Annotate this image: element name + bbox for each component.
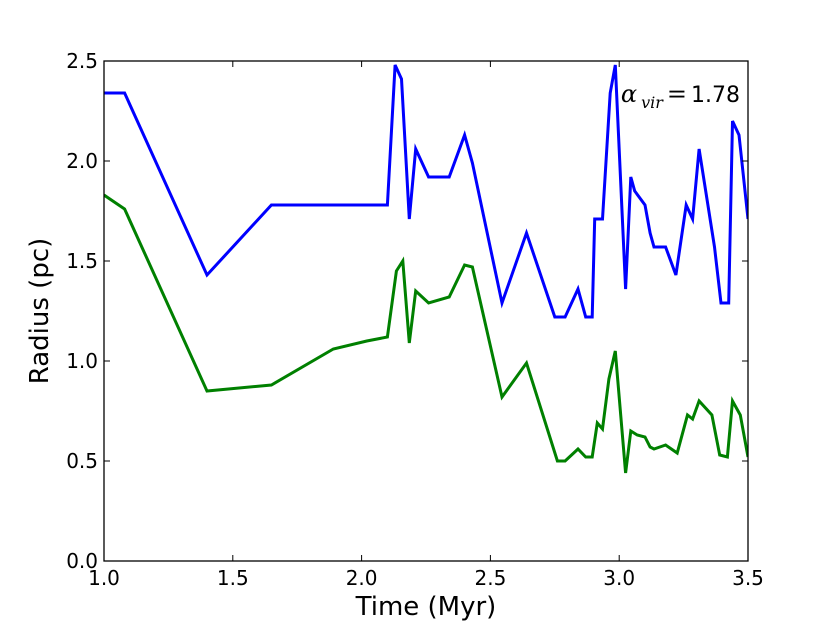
annotation-equals: =	[667, 80, 687, 108]
x-tick-label: 3.0	[603, 566, 635, 590]
series-layer	[104, 64, 748, 474]
y-tick-label: 1.0	[66, 349, 98, 373]
x-tick-label: 2.0	[346, 566, 378, 590]
y-tick-label: 2.0	[66, 149, 98, 173]
x-tick-label: 1.0	[88, 566, 120, 590]
tick-layer: 1.0 1.5 2.0 2.5 3.0 3.5 0.0 0.5 1.0 1.5 2.0 2.5	[66, 49, 764, 590]
y-tick-label: 2.5	[66, 49, 98, 73]
alpha-symbol: α	[621, 80, 637, 108]
x-tick-label: 1.5	[217, 566, 249, 590]
y-tick-label: 0.0	[66, 549, 98, 573]
x-tick-label: 2.5	[474, 566, 506, 590]
y-axis-label: Radius (pc)	[25, 238, 55, 385]
x-tick-label: 3.5	[732, 566, 764, 590]
plot-frame	[103, 60, 749, 562]
x-axis-label: Time (Myr)	[355, 592, 497, 622]
y-tick-label: 0.5	[66, 449, 98, 473]
alpha-vir-annotation: α vir = 1.78	[621, 80, 740, 112]
series-line-2	[104, 193, 748, 474]
y-tick-label: 1.5	[66, 249, 98, 273]
series-line-1	[104, 64, 748, 319]
alpha-vir-value: 1.78	[691, 83, 740, 108]
alpha-subscript: vir	[641, 93, 664, 112]
